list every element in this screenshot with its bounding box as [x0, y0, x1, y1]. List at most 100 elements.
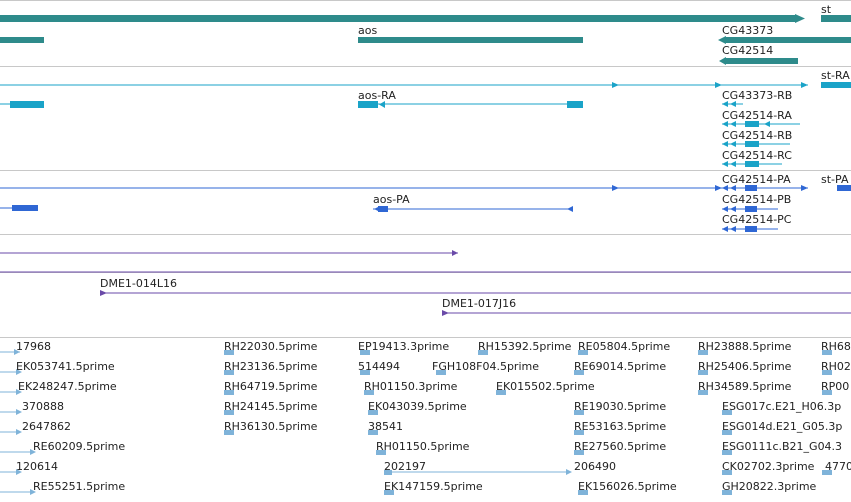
est-label[interactable]: EK156026.5prime	[578, 480, 677, 493]
strand-arrow-icon	[722, 141, 728, 147]
est-label[interactable]: 202197	[384, 460, 426, 473]
est-label[interactable]: CK02702.3prime	[722, 460, 815, 473]
est-label[interactable]: RE53163.5prime	[574, 420, 667, 433]
gene-label-aos[interactable]: aos	[358, 24, 378, 37]
gene-feature-st-right[interactable]	[821, 15, 851, 22]
est-label[interactable]: RH01150.3prime	[364, 380, 458, 393]
protein-label-cg42514-pc[interactable]: CG42514-PC	[722, 213, 792, 226]
est-label[interactable]: EK248247.5prime	[18, 380, 117, 393]
gene-feature-left[interactable]	[0, 37, 44, 43]
strand-arrow-icon	[719, 57, 726, 65]
est-label[interactable]: RH25406.5prime	[698, 360, 792, 373]
est-label[interactable]: RE05804.5prime	[578, 340, 671, 353]
gene-feature-cg42514[interactable]	[726, 58, 798, 64]
exon	[745, 141, 759, 147]
gene-feature-cg43373[interactable]	[726, 37, 851, 43]
protein-label-cg42514-pa[interactable]: CG42514-PA	[722, 173, 791, 186]
est-label[interactable]: 206490	[574, 460, 616, 473]
est-label[interactable]: EK147159.5prime	[384, 480, 483, 493]
transcript-left-exon[interactable]	[10, 101, 44, 108]
gene-track	[0, 14, 851, 65]
clone-label-dme1-017j16[interactable]: DME1-017J16	[442, 297, 517, 310]
est-label[interactable]: 514494	[358, 360, 400, 373]
est-label[interactable]: 120614	[16, 460, 58, 473]
est-label[interactable]: RE19030.5prime	[574, 400, 667, 413]
exon	[567, 101, 583, 108]
est-label[interactable]: RE55251.5prime	[33, 480, 126, 493]
est-label[interactable]: EK053741.5prime	[16, 360, 115, 373]
gene-feature-st[interactable]	[0, 15, 795, 22]
est-label[interactable]: RH24145.5prime	[224, 400, 318, 413]
gene-label-st[interactable]: st	[821, 3, 832, 16]
transcript-label-cg43373-rb[interactable]: CG43373-RB	[722, 89, 793, 102]
transcript-label-cg42514-rc[interactable]: CG42514-RC	[722, 149, 792, 162]
transcript-label-aos-ra[interactable]: aos-RA	[358, 89, 396, 102]
transcript-track	[0, 82, 851, 167]
clone-track	[0, 250, 851, 316]
protein-label-aos-pa[interactable]: aos-PA	[373, 193, 410, 206]
est-label[interactable]: GH20822.3prime	[722, 480, 817, 493]
exon	[745, 185, 757, 191]
strand-arrow-icon	[722, 121, 728, 127]
est-label[interactable]: RH68	[821, 340, 851, 353]
protein-st-pa-exon[interactable]	[837, 185, 851, 191]
est-label[interactable]: RH23888.5prime	[698, 340, 792, 353]
est-label[interactable]: 2647862	[22, 420, 71, 433]
exon	[378, 206, 388, 212]
est-label[interactable]: ESG0111c.B21_G04.3	[722, 440, 843, 453]
transcript-label-st-ra[interactable]: st-RA	[821, 69, 850, 82]
est-label[interactable]: EP19413.3prime	[358, 340, 450, 353]
track-separator	[0, 234, 851, 235]
strand-arrow-icon	[801, 185, 808, 191]
est-label[interactable]: 370888	[22, 400, 64, 413]
est-label[interactable]: RH15392.5prime	[478, 340, 572, 353]
strand-arrow-icon	[715, 82, 722, 88]
est-label[interactable]: RH34589.5prime	[698, 380, 792, 393]
est-label[interactable]: RH23136.5prime	[224, 360, 318, 373]
exon	[745, 161, 759, 167]
protein-left-exon[interactable]	[12, 205, 38, 211]
transcript-label-cg42514-rb[interactable]: CG42514-RB	[722, 129, 793, 142]
gene-feature-aos[interactable]	[358, 37, 583, 43]
transcript-st-ra-exon[interactable]	[821, 82, 851, 88]
est-label[interactable]: FGH108F04.5prime	[432, 360, 539, 373]
est-label[interactable]: ESG014d.E21_G05.3p	[722, 420, 843, 433]
est-label[interactable]: RH22030.5prime	[224, 340, 318, 353]
est-label[interactable]: RE27560.5prime	[574, 440, 667, 453]
protein-track	[0, 185, 851, 232]
strand-arrow-icon	[722, 101, 728, 107]
strand-arrow-icon	[612, 82, 619, 88]
est-label[interactable]: ESG017c.E21_H06.3p	[722, 400, 842, 413]
est-label[interactable]: RH64719.5prime	[224, 380, 318, 393]
est-track	[0, 349, 832, 495]
protein-label-st-pa[interactable]: st-PA	[821, 173, 849, 186]
protein-label-cg42514-pb[interactable]: CG42514-PB	[722, 193, 792, 206]
est-label[interactable]: RE69014.5prime	[574, 360, 667, 373]
est-label[interactable]: 17968	[16, 340, 51, 353]
gene-label-cg43373[interactable]: CG43373	[722, 24, 774, 37]
strand-arrow-icon	[730, 161, 736, 167]
track-separator	[0, 0, 851, 1]
est-label[interactable]: RH01150.5prime	[376, 440, 470, 453]
est-label[interactable]: RP00	[821, 380, 850, 393]
est-label[interactable]: 38541	[368, 420, 403, 433]
strand-arrow-icon	[722, 206, 728, 212]
track-separator	[0, 337, 851, 338]
strand-arrow-icon	[730, 226, 736, 232]
est-label[interactable]: 4770	[825, 460, 851, 473]
exon	[745, 226, 757, 232]
est-label[interactable]: RH02	[821, 360, 851, 373]
clone-label-dme1-014l16[interactable]: DME1-014L16	[100, 277, 177, 290]
track-separator	[0, 66, 851, 67]
strand-arrow-icon	[452, 250, 458, 256]
gene-label-cg42514[interactable]: CG42514	[722, 44, 774, 57]
est-label[interactable]: RH36130.5prime	[224, 420, 318, 433]
est-label[interactable]: RE60209.5prime	[33, 440, 126, 453]
est-label[interactable]: EK015502.5prime	[496, 380, 595, 393]
exon	[745, 206, 757, 212]
transcript-label-cg42514-ra[interactable]: CG42514-RA	[722, 109, 792, 122]
strand-arrow-icon	[718, 36, 726, 44]
est-label[interactable]: EK043039.5prime	[368, 400, 467, 413]
strand-arrow-icon	[764, 121, 770, 127]
strand-arrow-icon	[730, 206, 736, 212]
